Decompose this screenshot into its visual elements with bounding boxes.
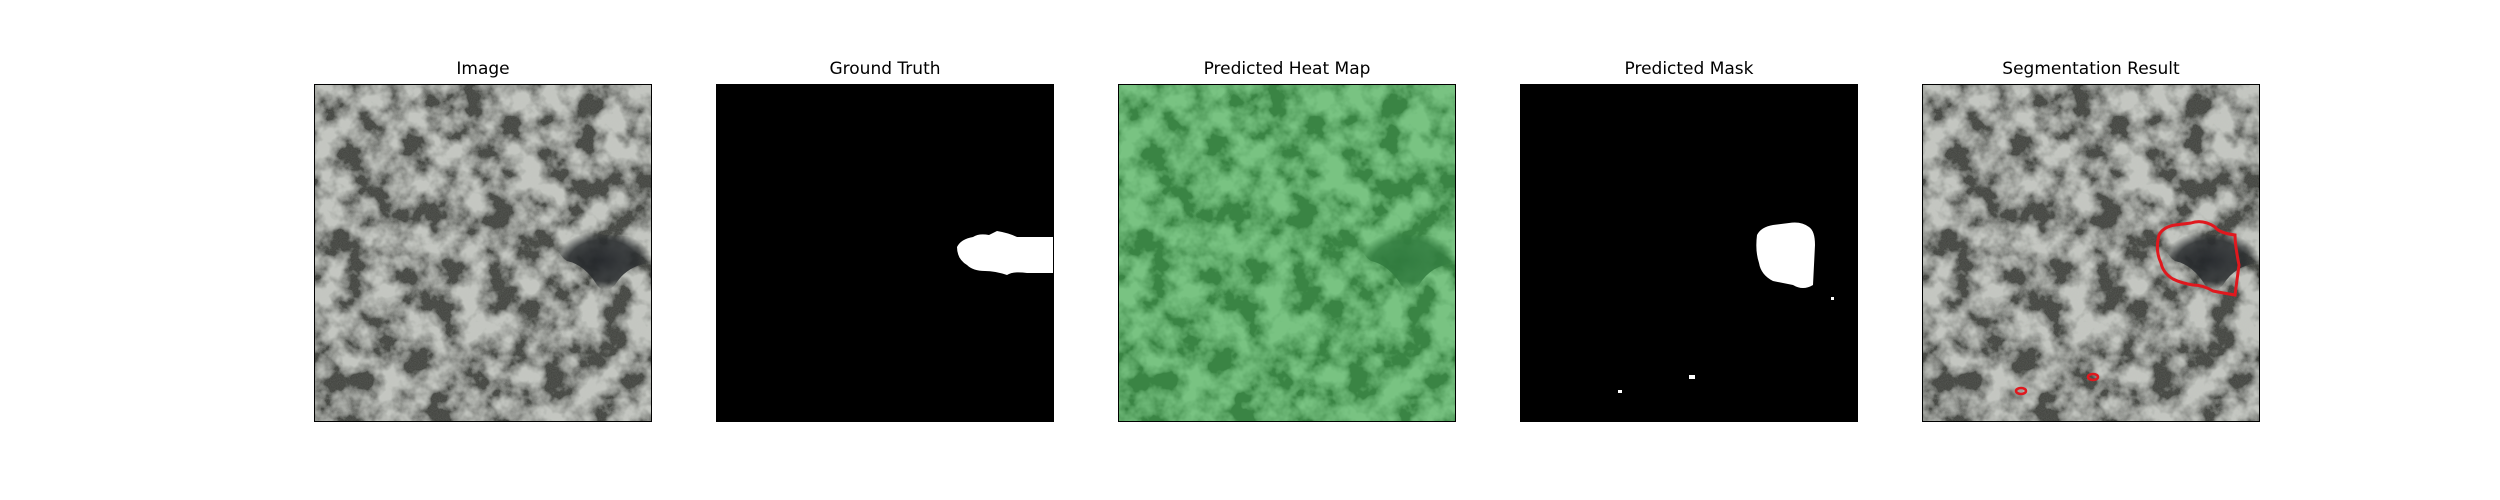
heat-map-overlay — [1118, 84, 1456, 422]
panel-segmentation-result: Segmentation Result — [1922, 0, 2260, 500]
predicted-mask — [1520, 84, 1858, 422]
panel-title: Ground Truth — [829, 59, 941, 79]
noise-speck — [1618, 390, 1622, 393]
defect-region — [555, 231, 651, 290]
false-positive-contour — [2086, 372, 2100, 382]
ground-truth-mask — [716, 84, 1054, 422]
panel-ground-truth: Ground Truth — [716, 0, 1054, 500]
panel-title: Segmentation Result — [2002, 59, 2180, 79]
false-positive-contour — [2014, 386, 2028, 396]
panel-title: Predicted Heat Map — [1203, 59, 1371, 79]
defect-mask-region — [957, 231, 1053, 275]
segmentation-overlay — [1922, 84, 2260, 422]
heat-tint — [1119, 85, 1455, 421]
texture-image — [314, 84, 652, 422]
panel-heat-map: Predicted Heat Map — [1118, 0, 1456, 500]
panel-title: Image — [456, 59, 510, 79]
predicted-defect-blob — [1756, 222, 1815, 288]
panel-title: Predicted Mask — [1624, 59, 1754, 79]
panel-image: Image — [314, 0, 652, 500]
defect-contour — [2155, 220, 2241, 297]
noise-speck — [1831, 297, 1834, 300]
noise-speck — [1689, 375, 1695, 379]
panel-predicted-mask: Predicted Mask — [1520, 0, 1858, 500]
